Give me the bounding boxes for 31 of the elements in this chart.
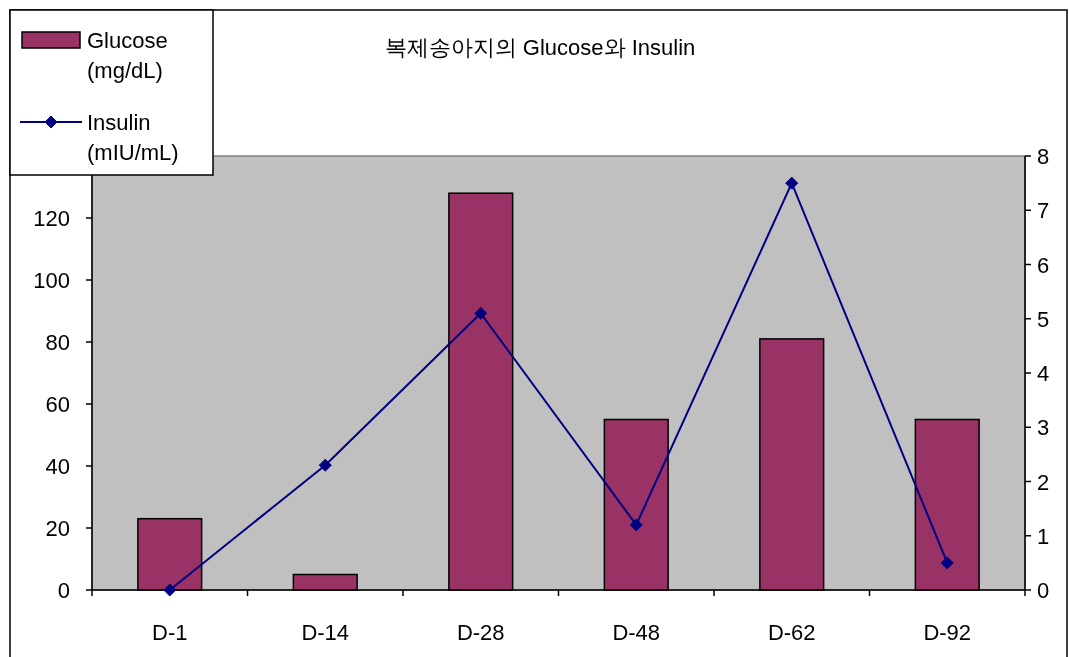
y2-tick-label: 1 [1037,523,1050,549]
x-tick-label: D-1 [152,620,188,645]
y-tick-label: 60 [45,392,70,417]
y2-tick-label: 8 [1037,144,1050,169]
y-tick-label: 100 [33,268,70,293]
point [474,306,488,320]
y-tick-label: 0 [57,578,70,603]
point [163,583,177,597]
chart-title: 복제송아지의 Glucose와 Insulin [384,35,696,60]
y2-tick-label: 7 [1037,198,1050,224]
y2-tick-label: 5 [1037,306,1050,332]
y2-tick-label: 0 [1037,578,1050,603]
y-tick-label: 80 [45,330,70,355]
x-tick-label: D-92 [923,620,972,645]
y2-tick-label: 6 [1037,252,1050,278]
x-tick-label: D-28 [456,620,505,645]
legend-label: Glucose (mg/dL) [87,28,168,83]
x-tick-label: D-48 [612,620,661,645]
legend-label: Insulin (mIU/mL) [87,110,179,165]
y-tick-label: 40 [45,454,70,479]
point [940,556,954,570]
x-tick-label: D-62 [767,620,816,645]
y2-tick-label: 2 [1037,469,1050,495]
point [318,458,332,472]
y-tick-label: 20 [45,516,70,541]
point [785,176,799,190]
point [629,518,643,532]
y2-tick-label: 4 [1037,361,1050,386]
y2-tick-label: 3 [1037,415,1050,441]
y-tick-label: 120 [33,206,70,231]
x-tick-label: D-14 [301,620,350,645]
